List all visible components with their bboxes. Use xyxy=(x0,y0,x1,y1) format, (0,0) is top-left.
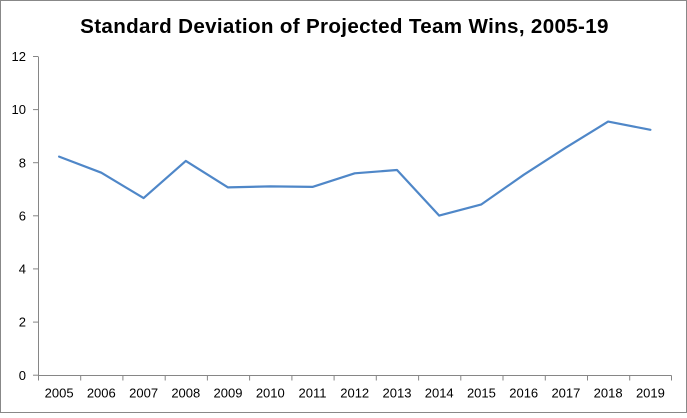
svg-text:2015: 2015 xyxy=(467,386,496,401)
svg-text:2018: 2018 xyxy=(594,386,623,401)
svg-text:Standard Deviation of Projecte: Standard Deviation of Projected Team Win… xyxy=(80,15,609,38)
svg-text:2: 2 xyxy=(19,315,26,330)
svg-text:6: 6 xyxy=(19,208,26,223)
svg-text:2007: 2007 xyxy=(129,386,158,401)
svg-text:2017: 2017 xyxy=(551,386,580,401)
svg-text:2014: 2014 xyxy=(425,386,454,401)
svg-text:8: 8 xyxy=(19,155,26,170)
svg-text:12: 12 xyxy=(12,49,26,64)
svg-text:2019: 2019 xyxy=(636,386,665,401)
svg-text:2011: 2011 xyxy=(299,386,327,401)
svg-text:2008: 2008 xyxy=(171,386,200,401)
svg-text:2005: 2005 xyxy=(45,386,74,401)
svg-text:2016: 2016 xyxy=(509,386,538,401)
svg-text:2009: 2009 xyxy=(214,386,243,401)
svg-text:4: 4 xyxy=(19,262,26,277)
svg-text:2006: 2006 xyxy=(87,386,116,401)
svg-text:10: 10 xyxy=(12,102,26,117)
svg-text:2010: 2010 xyxy=(256,386,285,401)
svg-text:0: 0 xyxy=(19,368,26,383)
svg-text:2012: 2012 xyxy=(340,386,369,401)
svg-text:2013: 2013 xyxy=(383,386,412,401)
